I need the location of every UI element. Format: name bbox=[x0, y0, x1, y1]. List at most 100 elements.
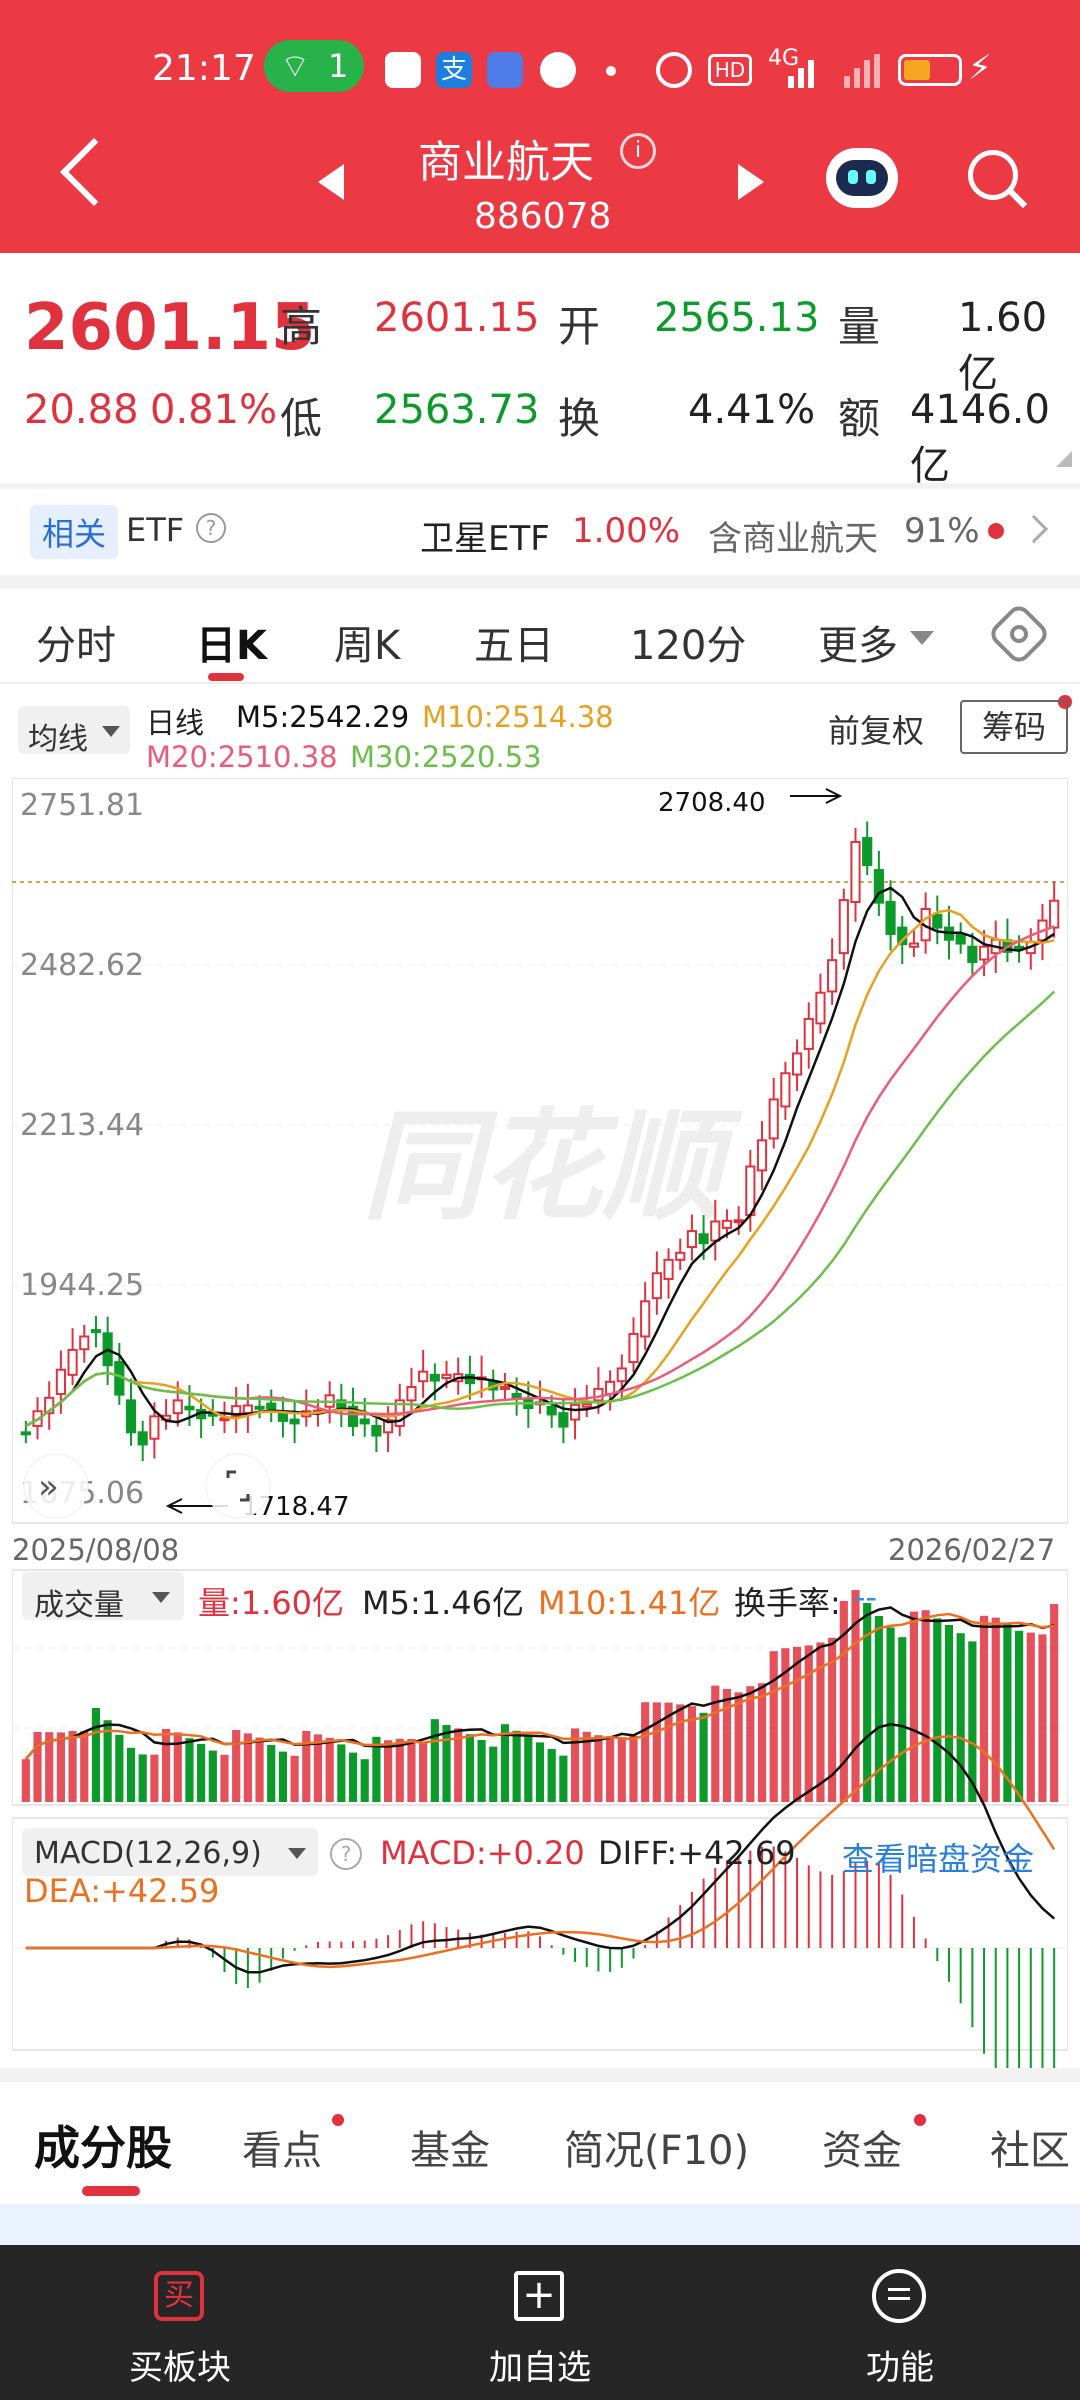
tab-120min[interactable]: 120分 bbox=[630, 623, 747, 669]
chevron-right-icon[interactable] bbox=[1019, 514, 1049, 544]
tab-capital[interactable]: 资金 bbox=[822, 2128, 902, 2174]
divider bbox=[0, 2068, 1080, 2082]
info-icon[interactable]: i bbox=[620, 133, 656, 169]
tab-funds[interactable]: 基金 bbox=[410, 2128, 490, 2174]
more-dropdown-icon[interactable] bbox=[910, 631, 934, 645]
volume-bar bbox=[792, 1646, 802, 1802]
candle-body bbox=[219, 1417, 230, 1422]
candle-body bbox=[733, 1219, 744, 1224]
candle-body bbox=[90, 1329, 102, 1334]
adjust-mode[interactable]: 前复权 bbox=[828, 712, 925, 750]
promo-strip bbox=[0, 2204, 1080, 2245]
open-label: 开 bbox=[558, 302, 601, 351]
tab-daily-k[interactable]: 日K bbox=[196, 623, 267, 669]
volume-bar bbox=[407, 1739, 416, 1802]
volume-bar bbox=[419, 1742, 428, 1802]
tab-f10[interactable]: 简况(F10) bbox=[564, 2128, 750, 2174]
divider bbox=[0, 575, 1080, 589]
candle-body bbox=[371, 1424, 382, 1437]
volume-bar bbox=[804, 1645, 813, 1802]
volume-bar bbox=[278, 1751, 288, 1802]
page-title: 商业航天 bbox=[418, 137, 594, 188]
tab-five-day[interactable]: 五日 bbox=[474, 623, 554, 669]
robot-assistant-icon[interactable] bbox=[826, 148, 898, 208]
volume-bar bbox=[968, 1641, 977, 1802]
volume-bar bbox=[173, 1732, 182, 1802]
volume-bar bbox=[232, 1730, 241, 1802]
dark-pool-link[interactable]: 查看暗盘资金 bbox=[842, 1840, 1035, 1878]
search-icon[interactable] bbox=[968, 150, 1028, 209]
next-stock-icon[interactable] bbox=[738, 164, 764, 200]
volume-bar bbox=[197, 1744, 206, 1802]
max-arrow-head bbox=[825, 788, 843, 804]
volume-bar bbox=[1015, 1630, 1024, 1802]
back-icon[interactable] bbox=[60, 138, 128, 206]
volume-bar bbox=[582, 1731, 591, 1802]
tab-intraday[interactable]: 分时 bbox=[36, 623, 116, 669]
volume-bar bbox=[454, 1728, 463, 1802]
ma-lines bbox=[25, 886, 1056, 1428]
volume-bar bbox=[769, 1651, 778, 1802]
high-value: 2601.15 bbox=[374, 295, 540, 341]
candle-body bbox=[827, 959, 838, 993]
candle-body bbox=[593, 1387, 604, 1402]
help-icon[interactable]: ? bbox=[196, 513, 226, 543]
volume-bar bbox=[547, 1749, 556, 1802]
macd-selector[interactable]: MACD(12,26,9) bbox=[22, 1828, 318, 1876]
related-etf-row[interactable]: 相关 ETF ? 卫星ETF 1.00% 含商业航天 91% bbox=[0, 489, 1080, 575]
prev-stock-icon[interactable] bbox=[318, 164, 344, 200]
amount-label: 额 bbox=[838, 394, 881, 443]
candle-body bbox=[558, 1412, 569, 1428]
volume-bar bbox=[103, 1720, 112, 1802]
active-tab-indicator bbox=[208, 673, 244, 681]
etf-label: ETF bbox=[126, 511, 185, 549]
chips-button[interactable]: 筹码 bbox=[960, 700, 1068, 754]
volume-bar bbox=[617, 1737, 626, 1802]
settings-hexagon-icon[interactable] bbox=[986, 601, 1052, 667]
tab-weekly-k[interactable]: 周K bbox=[334, 623, 401, 669]
dea-value: DEA:+42.59 bbox=[24, 1872, 220, 1910]
volume-bar bbox=[56, 1732, 65, 1802]
volume-bar bbox=[781, 1648, 790, 1802]
tab-more[interactable]: 更多 bbox=[818, 623, 898, 669]
ma5-value: M5:2542.29 bbox=[236, 700, 410, 734]
turnover-label: 换 bbox=[558, 394, 601, 443]
volume-bar bbox=[570, 1728, 580, 1802]
candle-body bbox=[418, 1370, 429, 1383]
volume-bar bbox=[384, 1740, 393, 1802]
battery-icon bbox=[898, 54, 962, 86]
macd-help-icon[interactable]: ? bbox=[330, 1838, 362, 1870]
volume-bar bbox=[208, 1750, 217, 1802]
volume-bar bbox=[676, 1704, 685, 1802]
nav-add-watchlist[interactable]: + 加自选 bbox=[360, 2245, 720, 2400]
volume-bar bbox=[559, 1755, 568, 1802]
expand-corner-icon[interactable] bbox=[1056, 451, 1072, 467]
tab-highlights[interactable]: 看点 bbox=[242, 2128, 322, 2174]
volume-bars bbox=[21, 1590, 1059, 1802]
volume-selector[interactable]: 成交量 bbox=[22, 1572, 184, 1623]
last-price: 2601.15 bbox=[24, 291, 316, 365]
volume-bar bbox=[1038, 1634, 1047, 1802]
volume-bar bbox=[126, 1747, 136, 1802]
nav-functions[interactable]: 功能 bbox=[720, 2245, 1080, 2400]
ma-selector[interactable]: 均线 bbox=[18, 706, 130, 757]
candle-body bbox=[628, 1332, 639, 1364]
ma10-line bbox=[25, 909, 1055, 1428]
turnover-rate-value: -- bbox=[854, 1578, 878, 1616]
volume-bar bbox=[430, 1719, 439, 1802]
tab-constituents[interactable]: 成分股 bbox=[34, 2121, 172, 2175]
volume-bar bbox=[185, 1738, 194, 1802]
tab-community[interactable]: 社区 bbox=[990, 2128, 1070, 2174]
candle-body bbox=[686, 1230, 698, 1249]
app-notification-icon bbox=[385, 52, 421, 88]
volume-bar bbox=[594, 1735, 603, 1802]
candle-body bbox=[347, 1405, 359, 1427]
bottom-nav: 买 买板块 + 加自选 功能 bbox=[0, 2245, 1080, 2400]
candle-body bbox=[663, 1258, 674, 1280]
kline-chart-area[interactable]: 同花顺 2751.812482.622213.441944.251675.06 … bbox=[12, 778, 1068, 2068]
candle-body bbox=[908, 942, 920, 948]
nav-buy-sector[interactable]: 买 买板块 bbox=[0, 2245, 360, 2400]
candle-body bbox=[499, 1385, 511, 1390]
volume-bar bbox=[465, 1734, 474, 1802]
